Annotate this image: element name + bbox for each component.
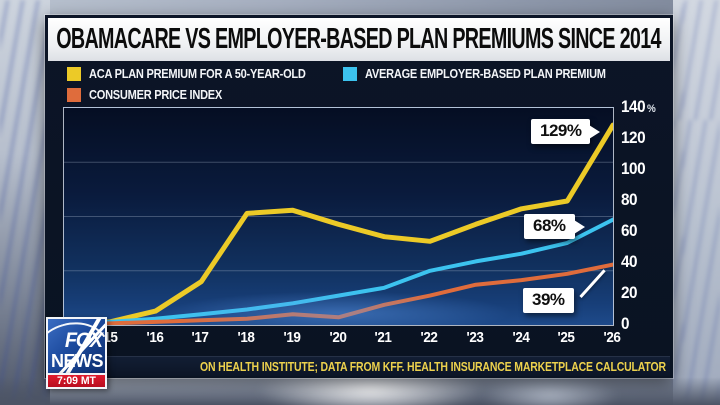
- legend-label-aca: ACA PLAN PREMIUM FOR A 50-YEAR-OLD: [89, 66, 306, 81]
- series-line-1: [64, 217, 613, 325]
- x-axis-labels: '15'16'17'18'19'20'21'22'23'24'25'26: [63, 329, 621, 349]
- y-axis-labels: 140% 120 100 80 60 40 20 0: [621, 97, 671, 333]
- callout-aca-129: 129%: [531, 119, 591, 144]
- x-tick-label-24: '24: [512, 329, 529, 346]
- x-tick-label-20: '20: [329, 329, 346, 346]
- fox-news-bug: FOX NEWS 7:09 MT: [46, 317, 107, 389]
- legend-swatch-orange: [67, 87, 81, 102]
- callout-cpi-39-text: 39%: [532, 290, 565, 309]
- legend-item-cpi: CONSUMER PRICE INDEX: [67, 87, 246, 102]
- legend-swatch-yellow: [67, 66, 81, 81]
- x-tick-label-19: '19: [283, 329, 301, 346]
- headline-banner: OBAMACARE VS EMPLOYER-BASED PLAN PREMIUM…: [48, 18, 670, 61]
- callout-aca-129-text: 129%: [540, 121, 582, 140]
- x-tick-label-17: '17: [191, 329, 209, 346]
- line-chart-svg: [64, 122, 613, 325]
- time-text: 7:09 MT: [57, 375, 96, 387]
- fullscreen-graphic-panel: OBAMACARE VS EMPLOYER-BASED PLAN PREMIUM…: [45, 15, 673, 378]
- series-line-2: [64, 262, 613, 325]
- source-attribution-text: ON HEALTH INSTITUTE; DATA FROM KFF. HEAL…: [200, 359, 666, 374]
- x-tick-label-16: '16: [146, 329, 163, 346]
- legend-label-employer: AVERAGE EMPLOYER-BASED PLAN PREMIUM: [365, 66, 606, 81]
- fox-wordmark: FOX: [65, 329, 103, 352]
- plot-bottom-glow: [162, 291, 515, 325]
- y-tick-label-60: 60: [621, 221, 638, 240]
- background-light-glow-2: [480, 375, 620, 405]
- callout-cpi-39: 39%: [523, 269, 606, 313]
- headline-title: OBAMACARE VS EMPLOYER-BASED PLAN PREMIUM…: [56, 23, 662, 55]
- line-chart-plot-area: [63, 107, 614, 326]
- x-tick-label-18: '18: [237, 329, 255, 346]
- news-wordmark: NEWS: [51, 351, 104, 371]
- y-tick-label-120: 120: [621, 128, 646, 147]
- series-line-0: [64, 122, 613, 325]
- legend-label-cpi: CONSUMER PRICE INDEX: [89, 87, 223, 102]
- y-tick-label-100: 100: [621, 159, 646, 178]
- x-tick-label-22: '22: [420, 329, 438, 346]
- legend-item-aca: ACA PLAN PREMIUM FOR A 50-YEAR-OLD: [67, 66, 344, 81]
- y-tick-label-20: 20: [621, 283, 638, 302]
- x-tick-label-23: '23: [466, 329, 484, 346]
- legend-item-employer: AVERAGE EMPLOYER-BASED PLAN PREMIUM: [343, 66, 648, 81]
- x-tick-label-21: '21: [374, 329, 392, 346]
- y-tick-label-80: 80: [621, 190, 638, 209]
- x-tick-label-26: '26: [603, 329, 621, 346]
- time-box: 7:09 MT: [46, 373, 107, 389]
- background-left-blur: [0, 0, 50, 405]
- legend-swatch-cyan: [343, 66, 357, 81]
- callout-employer-68-text: 68%: [533, 216, 566, 235]
- background-right-blur: [673, 0, 720, 405]
- y-tick-label-40: 40: [621, 252, 638, 271]
- y-tick-label-140: 140%: [621, 97, 656, 116]
- y-tick-label-0: 0: [621, 314, 630, 333]
- x-tick-label-25: '25: [557, 329, 575, 346]
- y-axis-percent-unit: %: [646, 103, 656, 115]
- fox-news-logo: FOX NEWS: [46, 317, 107, 375]
- source-attribution-bar: ON HEALTH INSTITUTE; DATA FROM KFF. HEAL…: [48, 356, 670, 376]
- callout-employer-68: 68%: [524, 214, 575, 239]
